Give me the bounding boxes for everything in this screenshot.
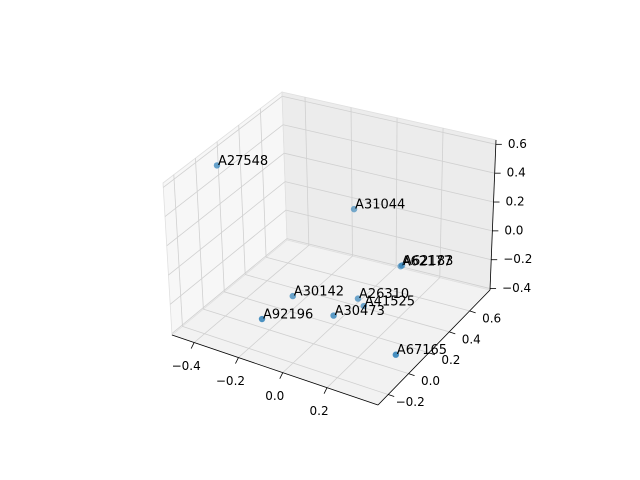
y-tick — [428, 352, 436, 356]
grid-line — [171, 238, 288, 334]
grid-line — [195, 158, 204, 310]
grid-line — [193, 245, 310, 343]
point-label: A30142 — [294, 285, 344, 300]
grid-line — [282, 266, 397, 373]
point — [350, 205, 358, 213]
point-label: A27548 — [218, 154, 268, 169]
grid-line — [284, 181, 493, 232]
grid-line — [439, 128, 444, 278]
grid-line — [182, 325, 389, 395]
grid-line — [203, 308, 409, 375]
point — [392, 351, 400, 358]
point-label: A31044 — [355, 198, 405, 213]
grid-line — [173, 174, 183, 327]
point — [289, 292, 296, 300]
point-label: A26310 — [359, 287, 409, 302]
grid-line — [283, 152, 494, 203]
z-tick-label: 0.0 — [504, 223, 523, 237]
grid-line — [238, 255, 353, 358]
y-tick — [449, 331, 456, 335]
x-tick — [190, 342, 195, 349]
x-tick — [235, 357, 239, 364]
grid-line — [245, 274, 450, 333]
z-tick-label: −0.2 — [503, 252, 532, 266]
x-tick-label: −0.2 — [216, 374, 245, 388]
y-tick-label: 0.2 — [441, 353, 460, 367]
grid-line — [166, 152, 285, 247]
x-tick-label: 0.0 — [265, 389, 284, 403]
point — [213, 162, 221, 169]
z-tick-label: 0.6 — [508, 137, 527, 151]
point — [330, 312, 337, 319]
point — [360, 302, 367, 310]
grid-line — [286, 238, 491, 289]
y-tick-label: 0.0 — [421, 374, 440, 388]
grid-line — [285, 209, 492, 261]
point-label: A62183 — [403, 254, 453, 269]
point-label: A41525 — [365, 295, 415, 310]
point-label: A92196 — [263, 308, 313, 323]
y-tick — [408, 373, 415, 377]
grid-line — [282, 95, 496, 145]
y-tick-label: 0.6 — [482, 311, 501, 325]
y-axis — [377, 289, 491, 406]
grid-line — [224, 291, 430, 354]
y-tick-label: 0.4 — [462, 332, 481, 346]
grid-line — [395, 117, 398, 267]
grid-line — [164, 124, 284, 217]
grid-line — [163, 95, 283, 188]
point-label: A30473 — [335, 304, 385, 319]
grid-line — [326, 277, 441, 388]
x-tick-label: 0.2 — [310, 404, 329, 418]
grid-line — [304, 97, 310, 246]
z-tick-label: 0.2 — [506, 195, 525, 209]
grid-line — [238, 125, 246, 275]
point — [258, 315, 266, 323]
point-label: A67165 — [397, 343, 447, 358]
grid-line — [283, 124, 495, 174]
grid-line — [265, 256, 470, 312]
x-tick — [323, 387, 328, 394]
z-axis — [489, 139, 497, 291]
x-tick — [279, 372, 284, 379]
grid-line — [350, 107, 353, 257]
point — [398, 262, 406, 269]
y-tick — [469, 310, 476, 314]
z-tick-label: 0.4 — [507, 166, 526, 180]
point — [354, 295, 362, 302]
grid-line — [169, 209, 287, 305]
point-label: A62177 — [402, 255, 452, 270]
x-axis — [171, 334, 379, 406]
grid-line — [168, 181, 286, 276]
y-tick — [388, 394, 395, 397]
z-tick-label: −0.4 — [502, 281, 531, 295]
x-tick-label: −0.4 — [172, 359, 201, 373]
grid-line — [259, 108, 267, 258]
y-tick-label: −0.2 — [396, 395, 425, 409]
